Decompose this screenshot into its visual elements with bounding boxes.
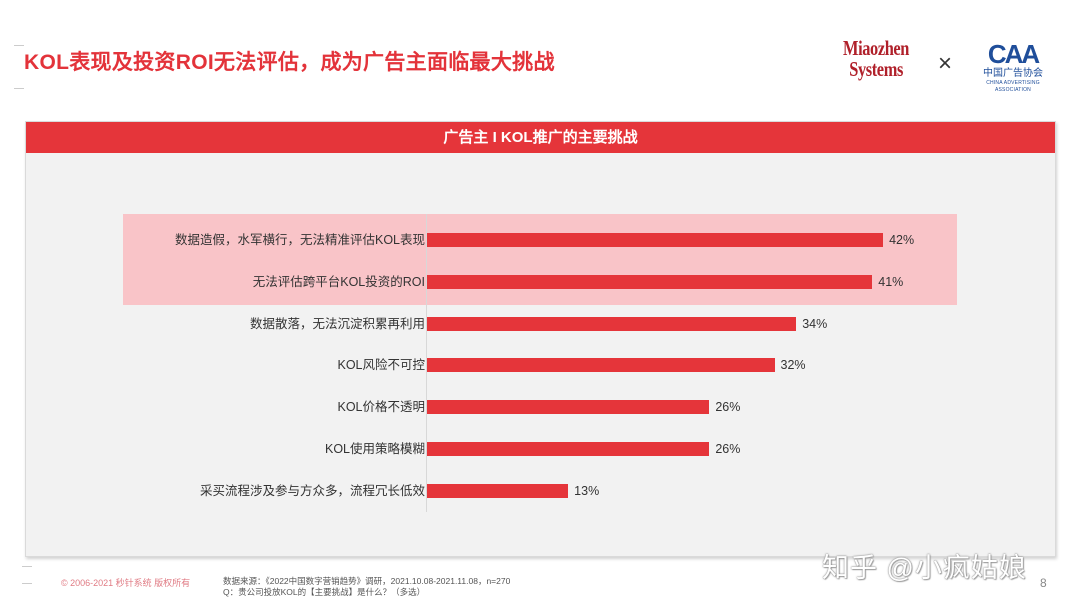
bar-label: KOL风险不可控: [337, 358, 425, 373]
highlight-band: [123, 214, 957, 305]
bar-value-label: 13%: [574, 483, 600, 498]
miaozhen-logo: Miaozhen Systems: [843, 38, 909, 80]
bar-value-label: 34%: [802, 316, 828, 331]
decorative-tick: [14, 88, 24, 89]
bar-row: KOL风险不可控 32%: [26, 355, 1055, 375]
bar-value-label: 41%: [878, 274, 904, 289]
decorative-tick: [22, 566, 32, 567]
miaozhen-logo-line2: Systems: [849, 57, 903, 81]
chart-axis-line: [426, 214, 427, 512]
bar-value-label: 26%: [715, 442, 741, 456]
decorative-tick: [14, 45, 24, 46]
caa-logo-cn: 中国广告协会: [983, 68, 1043, 79]
bar: [427, 233, 884, 247]
watermark: 知乎 @小疯姑娘: [822, 553, 1027, 583]
bar-label: 无法评估跨平台KOL投资的ROI: [252, 274, 425, 289]
question-line: Q：贵公司投放KOL的【主要挑战】是什么？（多选）: [223, 587, 426, 597]
miaozhen-logo-line1: Miaozhen: [843, 36, 910, 60]
data-source-note: 数据来源：《2022中国数字营销趋势》调研，2021.10.08-2021.11…: [223, 576, 510, 598]
caa-logo-mark: CAA: [987, 39, 1040, 69]
bar-label: KOL使用策略模糊: [324, 442, 425, 456]
caa-logo: CAA 中国广告协会 CHINA ADVERTISING ASSOCIATION: [978, 40, 1048, 94]
chart-panel: 广告主 I KOL推广的主要挑战 数据造假，水军横行，无法精准评估KOL表现 42…: [25, 121, 1056, 557]
bar-row: 数据散落，无法沉淀积累再利用 34%: [26, 314, 1055, 334]
bar: [427, 274, 873, 289]
times-icon: ×: [938, 50, 953, 77]
chart-title: 广告主 I KOL推广的主要挑战: [26, 122, 1055, 153]
bar: [427, 442, 710, 456]
bar-label: 数据造假，水军横行，无法精准评估KOL表现: [174, 233, 425, 247]
data-source-line: 数据来源：《2022中国数字营销趋势》调研，2021.10.08-2021.11…: [223, 576, 511, 586]
page-number: 8: [1040, 576, 1047, 590]
bar-row: KOL价格不透明 26%: [26, 397, 1055, 417]
bar-label: 采买流程涉及参与方众多，流程冗长低效: [199, 483, 425, 498]
bar: [427, 358, 775, 373]
bar-label: KOL价格不透明: [337, 400, 425, 415]
copyright-text: © 2006-2021 秒针系统 版权所有: [61, 578, 191, 588]
bar-value-label: 26%: [715, 400, 741, 415]
logo-group: Miaozhen Systems × CAA 中国广告协会 CHINA ADVE…: [843, 36, 1058, 96]
bar-row: 无法评估跨平台KOL投资的ROI 41%: [26, 272, 1055, 292]
caa-logo-en: CHINA ADVERTISING ASSOCIATION: [986, 80, 1040, 93]
decorative-tick: [22, 583, 32, 584]
page-title: KOL表现及投资ROI无法评估，成为广告主面临最大挑战: [24, 51, 555, 74]
bar: [427, 483, 569, 498]
bar-row: 采买流程涉及参与方众多，流程冗长低效 13%: [26, 481, 1055, 501]
bar-value-label: 42%: [889, 233, 915, 247]
bar-row: KOL使用策略模糊 26%: [26, 439, 1055, 459]
bar-row: 数据造假，水军横行，无法精准评估KOL表现 42%: [26, 230, 1055, 250]
bar: [427, 316, 797, 331]
bar-label: 数据散落，无法沉淀积累再利用: [249, 316, 425, 331]
bar-value-label: 32%: [780, 358, 806, 373]
bar: [427, 400, 710, 415]
